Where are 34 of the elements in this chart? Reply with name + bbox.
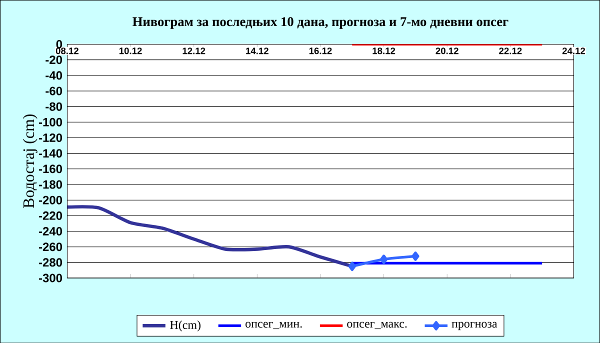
y-tick-label: -260 bbox=[38, 242, 62, 251]
legend-label: опсег_мин. bbox=[246, 322, 302, 329]
point bbox=[348, 262, 356, 271]
point bbox=[380, 254, 388, 264]
x-tick-label: 24.12 bbox=[562, 48, 586, 54]
y-tick-label: -240 bbox=[38, 226, 62, 236]
y-tick-label: -220 bbox=[38, 211, 62, 220]
y-tick-label: -120 bbox=[38, 133, 62, 142]
y-tick-label: -300 bbox=[38, 274, 62, 282]
x-tick-label: 12.12 bbox=[182, 48, 206, 54]
y-tick-label: -20 bbox=[46, 55, 62, 64]
y-tick-label: -200 bbox=[38, 196, 62, 204]
y-tick-label: -160 bbox=[38, 164, 62, 174]
y-axis-title: Водостај (cm) bbox=[22, 114, 38, 208]
x-tick-label: 10.12 bbox=[119, 47, 142, 54]
x-tick-label: 16.12 bbox=[309, 47, 332, 54]
y-tick-label: -100 bbox=[38, 118, 62, 126]
legend-label: H(cm) bbox=[170, 320, 201, 332]
legend-label: опсег_макс. bbox=[347, 322, 407, 329]
y-tick-label: -60 bbox=[46, 86, 62, 96]
y-tick-label: -40 bbox=[46, 71, 62, 80]
y-tick-label: -140 bbox=[38, 148, 62, 158]
x-tick-label: 08.12 bbox=[56, 47, 78, 54]
x-tick-label: 20.12 bbox=[436, 47, 458, 54]
chart-title: Нивограм за последњих 10 дана, прогноза и 7-мо дневни опсег bbox=[132, 17, 508, 29]
x-tick-label: 14.12 bbox=[246, 48, 268, 54]
y-tick-label: -280 bbox=[38, 258, 62, 267]
x-tick-label: 18.12 bbox=[372, 47, 396, 54]
x-tick-label: 22.12 bbox=[499, 48, 522, 54]
y-tick-label: -80 bbox=[46, 102, 62, 111]
y-tick-label: -180 bbox=[38, 180, 62, 189]
y-tick-label: 0 bbox=[56, 40, 62, 48]
legend-label: прогноза bbox=[452, 322, 498, 330]
point bbox=[412, 251, 420, 261]
